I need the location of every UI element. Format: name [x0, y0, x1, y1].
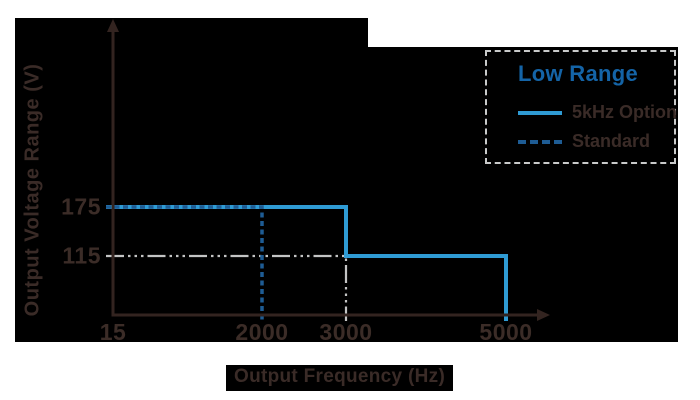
x-axis-title-box: Output Frequency (Hz) — [226, 365, 454, 391]
y-axis-arrow-icon — [107, 19, 119, 32]
series-line — [106, 254, 348, 321]
x-tick-label: 15 — [99, 319, 127, 345]
legend-label-standard: Standard — [572, 131, 651, 151]
series-line — [106, 205, 508, 321]
y-tick-label: 175 — [61, 193, 101, 220]
x-tick-label: 5000 — [479, 319, 533, 345]
x-tick-label: 3000 — [319, 319, 373, 345]
legend-title: Low Range — [518, 61, 639, 86]
x-axis-arrow-icon — [537, 309, 550, 321]
solid-line-swatch-icon — [518, 110, 562, 115]
x-tick-label: 2000 — [235, 319, 289, 345]
legend-item-5khz-option: 5kHz Option — [518, 102, 677, 123]
y-axis-title: Output Voltage Range (V) — [21, 63, 44, 317]
dashed-line-swatch-icon — [518, 139, 562, 144]
chart-panel-left — [15, 18, 368, 342]
series-line — [106, 205, 264, 321]
legend-label-5khz-option: 5kHz Option — [572, 102, 678, 122]
y-tick-label: 115 — [62, 242, 101, 269]
x-axis-title: Output Frequency (Hz) — [234, 366, 446, 387]
legend-item-standard: Standard — [518, 131, 650, 152]
legend: Low Range 5kHz Option Standard — [485, 50, 677, 164]
chart-panel-right — [368, 47, 678, 342]
